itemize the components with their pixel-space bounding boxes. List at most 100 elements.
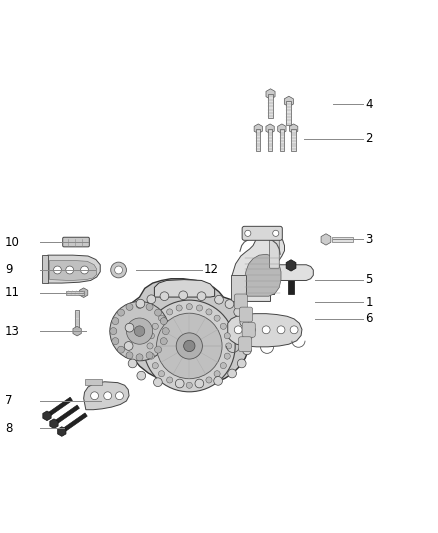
Bar (280, 129, 284, 151)
Circle shape (155, 309, 162, 316)
Polygon shape (290, 124, 298, 134)
Circle shape (127, 318, 152, 344)
FancyArrow shape (46, 397, 72, 417)
Circle shape (273, 230, 279, 236)
Circle shape (128, 359, 137, 368)
Bar (85, 379, 102, 385)
FancyBboxPatch shape (242, 227, 283, 240)
Circle shape (247, 326, 255, 334)
Circle shape (234, 326, 242, 334)
Polygon shape (266, 124, 274, 134)
Polygon shape (154, 280, 215, 297)
Circle shape (134, 326, 145, 336)
Bar (332, 237, 353, 241)
Circle shape (160, 292, 169, 301)
Circle shape (144, 300, 235, 392)
Circle shape (176, 305, 182, 311)
Circle shape (156, 313, 222, 379)
Circle shape (215, 295, 223, 304)
Bar (75, 310, 79, 331)
Circle shape (146, 352, 153, 359)
Text: 5: 5 (365, 273, 373, 286)
Circle shape (152, 362, 158, 369)
Circle shape (166, 377, 173, 383)
FancyArrow shape (61, 413, 87, 433)
Circle shape (262, 326, 270, 334)
Circle shape (224, 333, 230, 339)
Circle shape (225, 300, 234, 309)
Polygon shape (232, 230, 313, 302)
Circle shape (186, 304, 192, 310)
Circle shape (117, 346, 124, 353)
Polygon shape (73, 326, 81, 336)
Polygon shape (244, 254, 281, 296)
Circle shape (117, 309, 124, 316)
Polygon shape (266, 260, 276, 271)
Polygon shape (49, 261, 97, 280)
Circle shape (66, 266, 74, 274)
Circle shape (91, 392, 99, 400)
Circle shape (179, 291, 187, 300)
Circle shape (220, 362, 226, 369)
FancyBboxPatch shape (240, 307, 253, 322)
Circle shape (175, 379, 184, 388)
Circle shape (195, 379, 204, 388)
Circle shape (244, 332, 252, 341)
Polygon shape (43, 411, 51, 421)
Circle shape (53, 266, 61, 274)
Circle shape (214, 376, 223, 385)
Circle shape (184, 340, 195, 352)
Circle shape (112, 318, 119, 325)
Polygon shape (266, 89, 275, 99)
Circle shape (125, 323, 134, 332)
Circle shape (116, 392, 124, 400)
Circle shape (148, 353, 155, 359)
Circle shape (148, 333, 155, 339)
Circle shape (159, 315, 165, 321)
FancyBboxPatch shape (63, 237, 89, 247)
Polygon shape (44, 255, 100, 283)
Circle shape (224, 353, 230, 359)
Text: 2: 2 (365, 132, 373, 145)
Text: 4: 4 (365, 98, 373, 110)
Circle shape (162, 328, 169, 335)
Circle shape (146, 303, 153, 310)
Circle shape (176, 333, 202, 359)
Text: 12: 12 (204, 263, 219, 277)
Circle shape (214, 370, 220, 377)
Bar (288, 265, 294, 294)
Circle shape (153, 378, 162, 386)
Bar (286, 101, 291, 125)
Text: 13: 13 (5, 325, 20, 337)
Text: 8: 8 (5, 422, 12, 434)
FancyArrow shape (53, 405, 79, 425)
Circle shape (152, 323, 158, 329)
Circle shape (160, 318, 167, 325)
Circle shape (240, 318, 249, 327)
Polygon shape (278, 124, 286, 134)
Circle shape (155, 346, 162, 353)
Circle shape (237, 359, 246, 368)
Circle shape (290, 326, 298, 334)
Circle shape (147, 295, 155, 304)
Polygon shape (286, 260, 296, 271)
FancyBboxPatch shape (270, 236, 279, 268)
Circle shape (228, 369, 237, 378)
Polygon shape (321, 234, 331, 245)
Text: 9: 9 (5, 263, 13, 277)
Circle shape (196, 305, 202, 311)
Circle shape (226, 343, 232, 349)
Text: 6: 6 (365, 312, 373, 325)
Bar (268, 265, 275, 294)
Circle shape (115, 266, 123, 274)
FancyBboxPatch shape (239, 337, 252, 352)
Text: 11: 11 (5, 286, 20, 299)
Text: 10: 10 (5, 236, 20, 248)
Circle shape (104, 392, 112, 400)
Text: 1: 1 (365, 296, 373, 309)
Bar (268, 94, 273, 118)
Polygon shape (50, 419, 58, 429)
Polygon shape (284, 96, 293, 107)
Circle shape (124, 342, 133, 350)
Text: 7: 7 (5, 394, 13, 407)
